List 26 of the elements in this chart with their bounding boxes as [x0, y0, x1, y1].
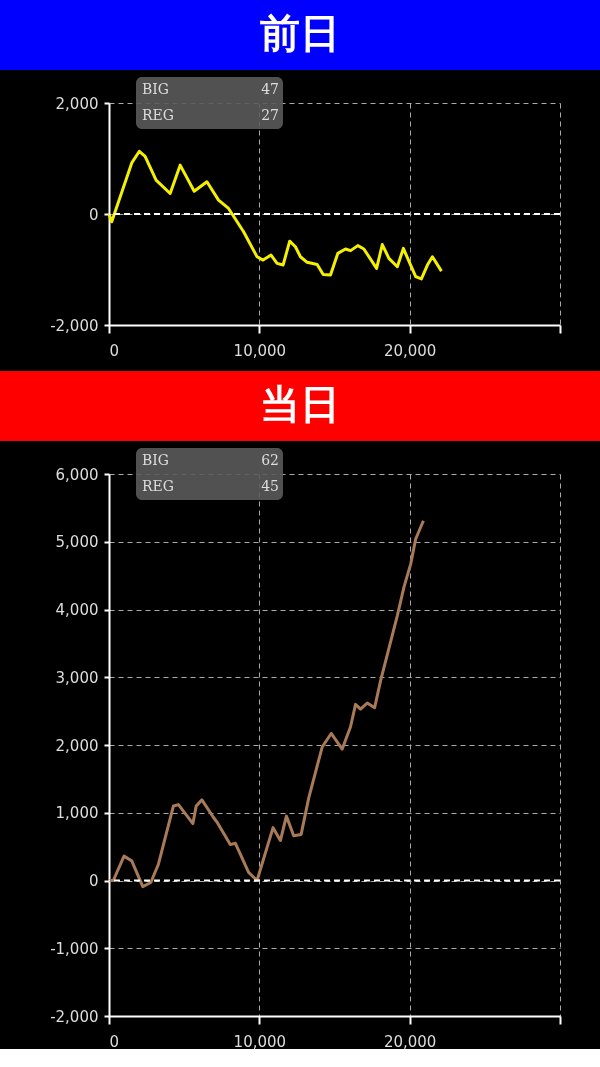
- y-tick-label: 5,000: [55, 533, 99, 552]
- y-tick-label: 1,000: [55, 804, 99, 823]
- y-tick-label: 2,000: [55, 94, 99, 113]
- text: BIG 62: [142, 452, 279, 468]
- x-tick-label: 0: [109, 1032, 120, 1051]
- text: REG 45: [142, 478, 279, 494]
- y-tick-label: 6,000: [55, 465, 99, 484]
- x-tick-label: 20,000: [383, 1032, 437, 1051]
- line-series: [107, 149, 443, 281]
- y-tick-label: 0: [88, 872, 99, 890]
- x-tick-label: 10,000: [233, 341, 287, 360]
- x-tick-label: 20,000: [383, 341, 437, 360]
- text: BIG 47: [142, 81, 279, 97]
- line-series: [107, 519, 425, 889]
- y-tick-label: -1,000: [50, 939, 99, 958]
- x-tick-label: 0: [109, 341, 120, 360]
- y-tick-label: 2,000: [55, 736, 99, 755]
- text: REG 27: [142, 107, 279, 123]
- y-tick-label: 4,000: [55, 601, 99, 619]
- y-tick-label: -2,000: [50, 1007, 99, 1026]
- y-tick-label: 0: [88, 205, 99, 224]
- y-tick-label: -2,000: [50, 316, 99, 335]
- chart-title: 当日: [260, 381, 340, 427]
- x-tick-label: 10,000: [233, 1032, 287, 1051]
- chart-title: 前日: [260, 10, 340, 56]
- y-tick-label: 3,000: [55, 668, 99, 687]
